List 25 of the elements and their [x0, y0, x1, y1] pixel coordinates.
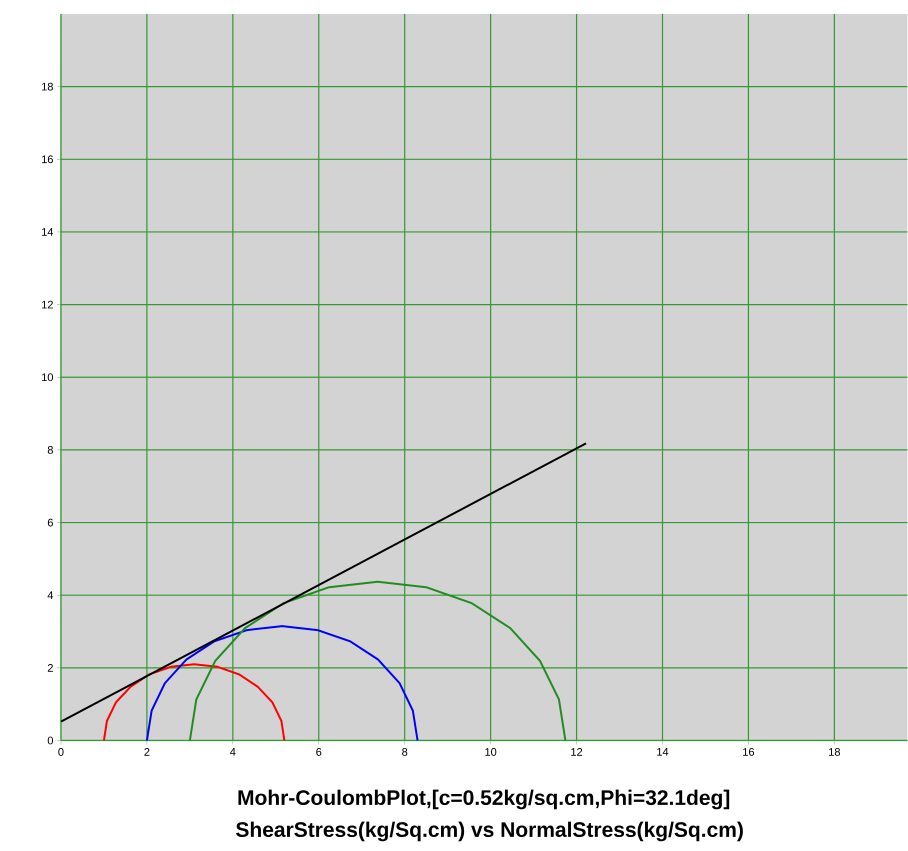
x-tick-label: 2	[144, 748, 150, 756]
y-tick-label: 14	[42, 228, 54, 236]
text: Mohr-CoulombPlot,[c=0.52kg/sq.cm,Phi=32.1deg]	[238, 789, 730, 810]
y-tick-label: 6	[48, 518, 53, 526]
line-series	[102, 663, 286, 742]
x-tick-label: 8	[402, 748, 408, 756]
line-series	[188, 580, 566, 742]
y-tick-label: 0	[48, 736, 53, 744]
line-series	[146, 624, 419, 742]
x-tick-label: 0	[58, 748, 64, 756]
y-tick-label: 10	[42, 373, 53, 381]
x-tick-label: 4	[230, 748, 236, 756]
y-tick-label: 2	[48, 664, 53, 672]
y-tick-label: 12	[42, 300, 53, 308]
y-tick-label: 16	[42, 155, 53, 163]
x-tick-label: 6	[316, 748, 322, 756]
x-tick-label: 14	[657, 748, 668, 756]
x-tick-label: 10	[485, 748, 496, 756]
x-tick-label: 16	[743, 748, 754, 756]
text: ShearStress(kg/Sq.cm) vs NormalStress(kg/Sq.cm)	[236, 821, 743, 842]
x-tick-label: 18	[829, 748, 840, 756]
y-tick-label: 18	[42, 82, 53, 90]
y-tick-label: 8	[48, 446, 53, 454]
y-tick-label: 4	[48, 591, 54, 599]
x-tick-label: 12	[571, 748, 582, 756]
